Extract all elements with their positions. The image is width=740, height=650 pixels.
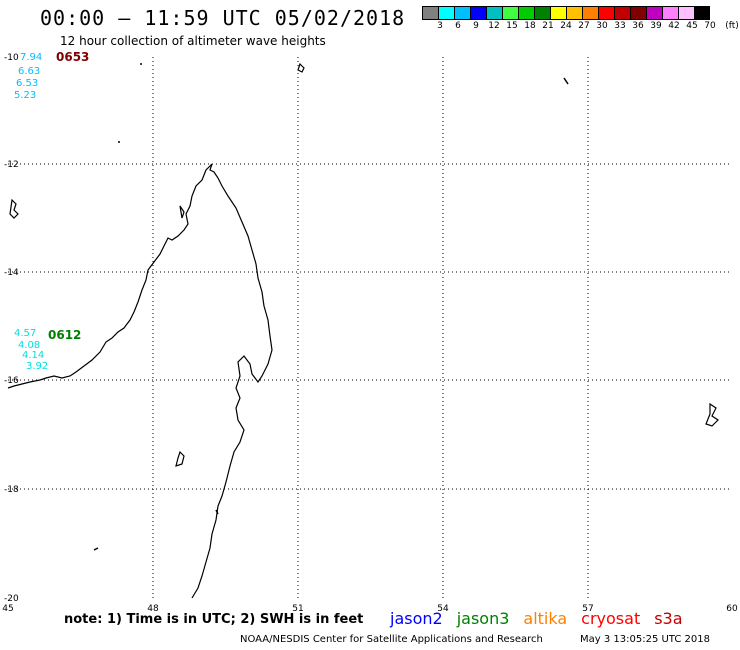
- scale-swatch: [502, 6, 518, 20]
- latitude-tick-label: -16: [4, 376, 19, 386]
- scale-label: 42: [668, 21, 680, 31]
- obs-value: 7.94: [20, 52, 43, 63]
- longitude-tick-label: 51: [292, 604, 303, 614]
- satellite-jason2: jason2: [390, 609, 443, 628]
- scale-label: 30: [596, 21, 608, 31]
- scale-swatch: [566, 6, 582, 20]
- satellite-jason3: jason3: [456, 609, 510, 628]
- island-europa: [175, 450, 185, 467]
- generated-timestamp: May 3 13:05:25 UTC 2018: [580, 634, 710, 645]
- scale-label: 3: [437, 21, 443, 31]
- scale-swatch: [678, 6, 694, 20]
- island-small-2: [93, 547, 99, 551]
- obs-value: 3.92: [26, 361, 49, 372]
- credit-text: NOAA/NESDIS Center for Satellite Applica…: [240, 634, 543, 645]
- color-swatches: [422, 6, 740, 20]
- pass-time-0653: 0653: [56, 50, 90, 64]
- satellite-cryosat: cryosat: [581, 609, 641, 628]
- latitude-tick-label: -18: [4, 485, 19, 495]
- scale-swatch: [662, 6, 678, 20]
- island-small-4: [215, 509, 219, 515]
- obs-value: 6.53: [16, 78, 39, 89]
- footer-note: note: 1) Time is in UTC; 2) SWH is in fe…: [64, 612, 364, 627]
- scale-swatch: [486, 6, 502, 20]
- scale-swatch: [438, 6, 454, 20]
- longitude-tick-label: 57: [582, 604, 593, 614]
- grid-lines: [8, 57, 732, 598]
- scale-label: 33: [614, 21, 626, 31]
- scale-label: 45: [686, 21, 698, 31]
- obs-value: 5.23: [14, 90, 37, 101]
- island-reunion: [705, 402, 719, 427]
- scale-swatch: [614, 6, 630, 20]
- map-title: 00:00 – 11:59 UTC 05/02/2018: [40, 6, 406, 30]
- island-glorioso: [297, 62, 305, 73]
- obs-value: 4.57: [14, 328, 37, 339]
- obs-value: 6.63: [18, 66, 41, 77]
- map-subtitle: 12 hour collection of altimeter wave hei…: [60, 34, 326, 48]
- scale-label: 36: [632, 21, 644, 31]
- scale-swatch: [534, 6, 550, 20]
- scale-label: 15: [506, 21, 518, 31]
- scale-label: 27: [578, 21, 590, 31]
- scale-labels: 3 6 9 12 15 18 21 24 27 30 33 36 39 42 45 70 (ft): [422, 20, 740, 32]
- scale-label: 18: [524, 21, 536, 31]
- longitude-tick-label: 45: [2, 604, 13, 614]
- longitude-tick-label: 48: [147, 604, 159, 614]
- scale-swatch: [694, 6, 710, 20]
- scale-swatch: [646, 6, 662, 20]
- island-comoros: [9, 198, 19, 219]
- latitude-tick-label: -20: [4, 594, 19, 604]
- latitude-tick-label: -14: [4, 268, 19, 278]
- scale-label: 9: [473, 21, 479, 31]
- scale-swatch: [630, 6, 646, 20]
- scale-swatch: [550, 6, 566, 20]
- longitude-tick-label: 54: [437, 604, 449, 614]
- pass-time-0612: 0612: [48, 328, 82, 342]
- obs-value: 4.08: [18, 340, 41, 351]
- scale-swatch: [598, 6, 614, 20]
- scale-swatch: [582, 6, 598, 20]
- scale-label: 70: [704, 21, 716, 31]
- scale-label: 6: [455, 21, 461, 31]
- scale-swatch: [470, 6, 486, 20]
- scale-label: (ft): [725, 21, 739, 31]
- satellite-legend: jason2 jason3 altika cryosat s3a: [390, 609, 683, 628]
- scale-label: 39: [650, 21, 662, 31]
- latitude-labels: -10 -12 -14 -16 -18 -20: [4, 53, 19, 604]
- latitude-tick-label: -10: [4, 53, 19, 63]
- madagascar-coastline: [7, 163, 273, 599]
- scale-swatch: [422, 6, 438, 20]
- satellite-s3a: s3a: [654, 609, 683, 628]
- longitude-labels: 45 48 51 54 57 60: [2, 604, 738, 614]
- scale-swatch: [518, 6, 534, 20]
- island-tromelin: [563, 77, 569, 85]
- satellite-altika: altika: [523, 609, 568, 628]
- obs-value: 4.14: [22, 350, 45, 361]
- scale-swatch: [454, 6, 470, 20]
- scale-label: 21: [542, 21, 554, 31]
- island-mayotte: [179, 205, 185, 219]
- latitude-tick-label: -12: [4, 160, 19, 170]
- wave-height-color-scale: 3 6 9 12 15 18 21 24 27 30 33 36 39 42 45 70 (ft): [422, 6, 740, 32]
- longitude-tick-label: 60: [726, 604, 738, 614]
- scale-label: 12: [488, 21, 500, 31]
- scale-label: 24: [560, 21, 572, 31]
